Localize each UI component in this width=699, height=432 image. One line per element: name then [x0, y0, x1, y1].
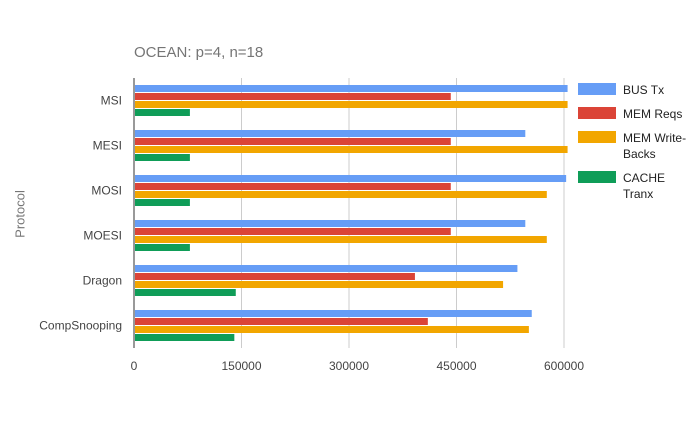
bar — [135, 183, 451, 190]
bar — [135, 289, 236, 296]
legend-label: BUS Tx — [623, 83, 665, 97]
x-tick-label: 300000 — [329, 359, 369, 373]
bar — [135, 154, 190, 161]
legend-swatch — [578, 131, 616, 143]
legend-label: CACHE Tranx — [623, 171, 666, 201]
category-label: Dragon — [83, 274, 122, 288]
bar — [135, 236, 547, 243]
bar — [135, 109, 190, 116]
x-tick-label: 600000 — [544, 359, 584, 373]
legend-swatch — [578, 107, 616, 119]
x-tick-label: 0 — [131, 359, 138, 373]
bar — [135, 191, 547, 198]
legend: BUS Tx MEM Reqs MEM Write-Backs CACHE Tr… — [578, 82, 696, 210]
legend-label: MEM Reqs — [623, 107, 683, 121]
category-label: MESI — [93, 139, 122, 153]
bar — [135, 228, 451, 235]
chart-title: OCEAN: p=4, n=18 — [134, 44, 264, 61]
bar — [135, 175, 567, 182]
category-label: CompSnooping — [39, 319, 122, 333]
bar — [135, 220, 526, 227]
bar — [135, 318, 428, 325]
x-tick-label: 150000 — [221, 359, 261, 373]
legend-item: MEM Reqs — [578, 106, 696, 122]
bar — [135, 310, 532, 317]
bar — [135, 85, 568, 92]
legend-swatch — [578, 83, 616, 95]
bar — [135, 334, 235, 341]
bar — [135, 138, 451, 145]
category-label: MSI — [101, 94, 122, 108]
legend-item: CACHE Tranx — [578, 170, 696, 202]
bar — [135, 281, 504, 288]
category-label: MOESI — [83, 229, 122, 243]
category-label: MOSI — [91, 184, 122, 198]
legend-item: BUS Tx — [578, 82, 696, 98]
bar — [135, 265, 518, 272]
bar — [135, 244, 190, 251]
x-tick-label: 450000 — [436, 359, 476, 373]
bar — [135, 146, 568, 153]
bar — [135, 326, 529, 333]
legend-swatch — [578, 171, 616, 183]
bar — [135, 273, 415, 280]
bar — [135, 101, 568, 108]
bar — [135, 199, 190, 206]
bar — [135, 93, 451, 100]
bar — [135, 130, 526, 137]
legend-label: MEM Write-Backs — [623, 131, 687, 161]
legend-item: MEM Write-Backs — [578, 130, 696, 162]
